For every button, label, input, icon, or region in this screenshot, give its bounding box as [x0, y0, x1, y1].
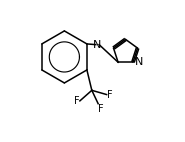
- Text: F: F: [74, 96, 80, 106]
- Text: N: N: [135, 57, 143, 67]
- Text: F: F: [98, 104, 104, 114]
- Text: N: N: [93, 40, 102, 50]
- Text: F: F: [107, 90, 112, 100]
